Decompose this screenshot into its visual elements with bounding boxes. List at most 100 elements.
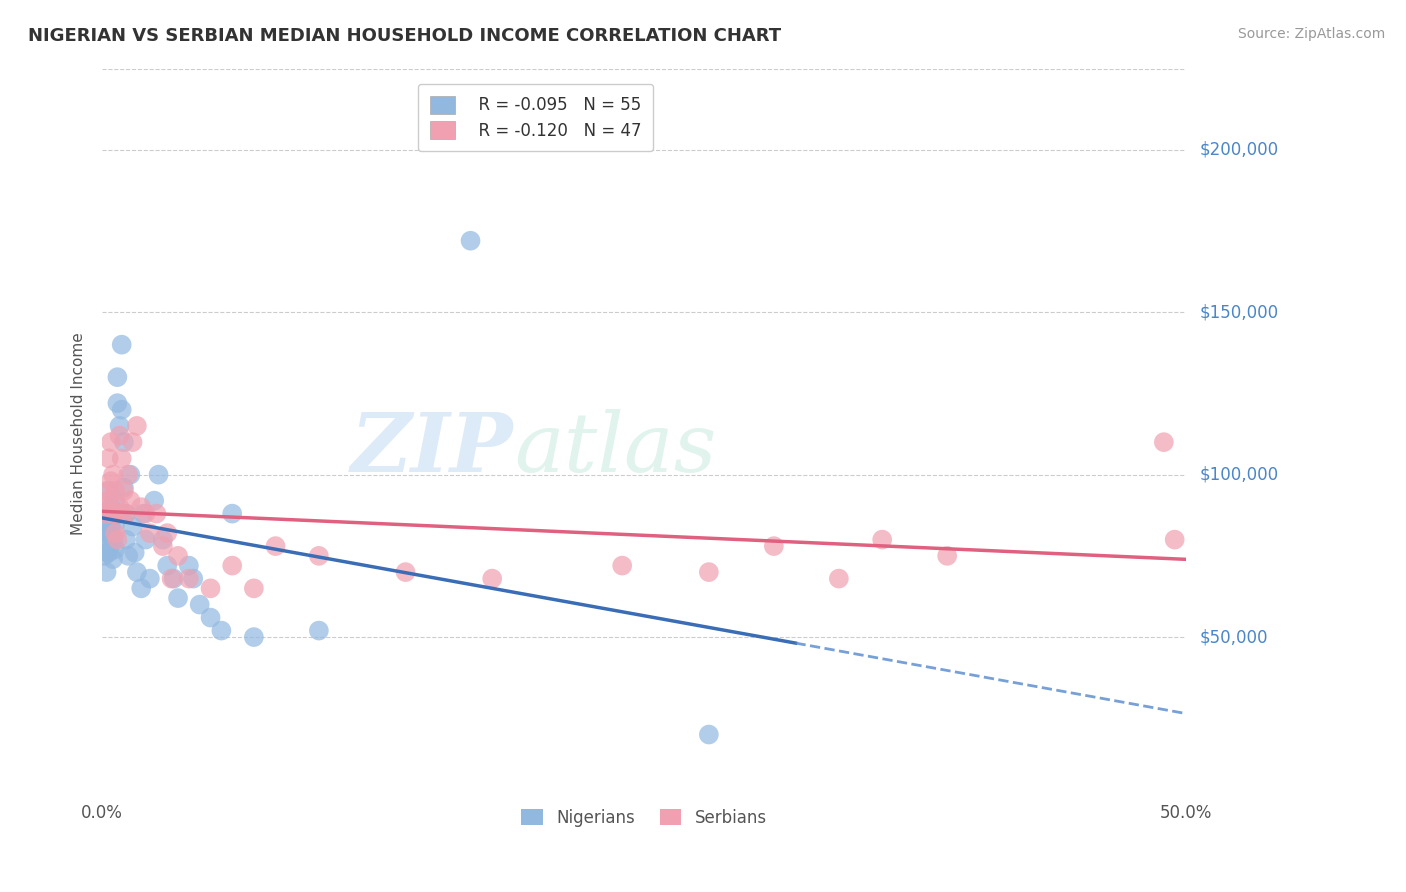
Point (188, 598, 211, 612)
Point (135, 533, 157, 547)
Point (762, 539, 785, 553)
Point (115, 533, 138, 547)
Point (828, 572, 851, 586)
Point (101, 509, 124, 524)
Point (112, 435, 135, 450)
Point (93, 500, 115, 515)
Point (135, 507, 157, 521)
Point (96, 565, 118, 579)
Point (93, 523, 115, 537)
Text: $50,000: $50,000 (1199, 628, 1268, 646)
Point (481, 572, 503, 586)
Y-axis label: Median Household Income: Median Household Income (72, 333, 86, 535)
Point (125, 565, 148, 579)
Point (121, 519, 143, 533)
Point (221, 507, 243, 521)
Point (108, 428, 131, 442)
Point (1163, 533, 1185, 547)
Text: NIGERIAN VS SERBIAN MEDIAN HOUSEHOLD INCOME CORRELATION CHART: NIGERIAN VS SERBIAN MEDIAN HOUSEHOLD INC… (28, 27, 782, 45)
Point (697, 727, 720, 741)
Point (104, 526, 127, 541)
Point (101, 533, 124, 547)
Point (96, 546, 118, 560)
Point (112, 481, 135, 495)
Point (129, 500, 152, 515)
Point (120, 467, 142, 482)
Point (209, 624, 232, 638)
Point (101, 552, 124, 566)
Point (105, 370, 128, 384)
Point (100, 519, 122, 533)
Text: ZIP: ZIP (352, 409, 513, 489)
Point (108, 507, 131, 521)
Point (156, 558, 179, 573)
Point (870, 533, 893, 547)
Point (105, 396, 128, 410)
Point (145, 507, 167, 521)
Point (104, 516, 127, 531)
Point (111, 451, 134, 466)
Point (93, 539, 115, 553)
Point (108, 500, 131, 515)
Point (936, 549, 959, 563)
Point (697, 565, 720, 579)
Point (143, 493, 166, 508)
Point (104, 493, 127, 508)
Point (125, 418, 148, 433)
Point (96, 526, 118, 541)
Point (121, 435, 143, 450)
Point (394, 565, 416, 579)
Point (115, 507, 138, 521)
Point (1153, 435, 1175, 450)
Point (117, 467, 139, 482)
Point (177, 558, 200, 573)
Point (177, 572, 200, 586)
Point (105, 507, 128, 521)
Point (156, 526, 179, 541)
Point (148, 467, 170, 482)
Text: atlas: atlas (513, 409, 716, 489)
Point (96, 507, 118, 521)
Point (112, 483, 135, 498)
Point (96, 507, 118, 521)
Point (132, 507, 155, 521)
Point (96, 483, 118, 498)
Text: $200,000: $200,000 (1199, 141, 1278, 159)
Point (100, 500, 122, 515)
Point (111, 337, 134, 351)
Point (120, 493, 142, 508)
Point (200, 610, 222, 624)
Point (97, 546, 120, 560)
Point (97, 507, 120, 521)
Legend: Nigerians, Serbians: Nigerians, Serbians (513, 800, 775, 835)
Point (139, 526, 162, 541)
Point (264, 539, 287, 553)
Point (243, 582, 266, 596)
Point (101, 507, 124, 521)
Point (117, 549, 139, 563)
Point (308, 624, 330, 638)
Point (152, 539, 174, 553)
Point (111, 507, 134, 521)
Point (108, 418, 131, 433)
Point (221, 558, 243, 573)
Text: $150,000: $150,000 (1199, 303, 1278, 321)
Point (124, 546, 146, 560)
Text: $100,000: $100,000 (1199, 466, 1278, 483)
Point (152, 533, 174, 547)
Point (129, 582, 152, 596)
Point (97, 526, 120, 541)
Point (100, 435, 122, 450)
Point (100, 474, 122, 488)
Point (612, 558, 634, 573)
Point (163, 572, 186, 586)
Point (160, 572, 183, 586)
Point (181, 572, 204, 586)
Point (100, 539, 122, 553)
Point (104, 542, 127, 557)
Point (200, 582, 222, 596)
Point (97, 451, 120, 466)
Point (460, 234, 482, 248)
Point (308, 549, 330, 563)
Text: Source: ZipAtlas.com: Source: ZipAtlas.com (1237, 27, 1385, 41)
